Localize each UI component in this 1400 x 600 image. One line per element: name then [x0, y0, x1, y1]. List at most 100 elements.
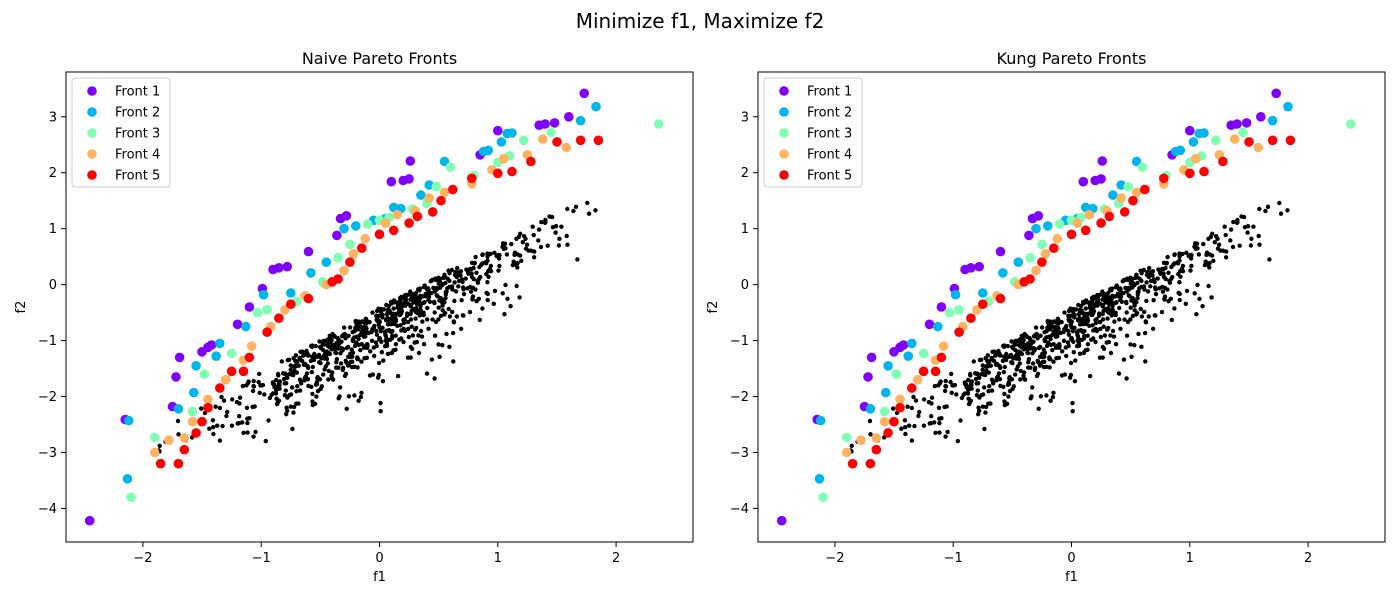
dominated-point — [501, 241, 506, 246]
dominated-point — [409, 324, 414, 329]
dominated-point — [292, 368, 297, 374]
dominated-point — [1079, 337, 1085, 342]
y-tick-label: 1 — [741, 222, 749, 237]
dominated-point — [475, 278, 480, 284]
dominated-point — [1124, 310, 1129, 315]
dominated-point — [437, 354, 442, 359]
dominated-point — [380, 379, 386, 384]
dominated-point — [282, 393, 288, 398]
dominated-point — [985, 353, 991, 358]
dominated-point — [391, 306, 396, 311]
front-1-point — [1096, 174, 1106, 184]
dominated-point — [1024, 333, 1029, 339]
dominated-point — [1051, 390, 1056, 395]
dominated-point — [1139, 314, 1145, 319]
dominated-point — [211, 431, 216, 437]
dominated-point — [984, 368, 989, 374]
dominated-point — [257, 390, 262, 395]
dominated-point — [508, 304, 513, 309]
dominated-point — [1107, 295, 1112, 300]
front-2-point — [215, 338, 225, 349]
dominated-point — [1144, 280, 1149, 285]
dominated-point — [1245, 224, 1251, 229]
dominated-point — [379, 350, 384, 355]
dominated-point — [1040, 359, 1046, 365]
dominated-point — [988, 363, 993, 368]
front-1-point — [966, 263, 976, 273]
front-5-point — [448, 184, 458, 195]
dominated-point — [1177, 280, 1182, 285]
dominated-point — [1004, 401, 1010, 406]
dominated-point — [473, 254, 478, 260]
x-tick-label: 2 — [1304, 551, 1312, 566]
dominated-point — [974, 393, 980, 398]
front-4-point — [1116, 193, 1126, 203]
dominated-point — [310, 391, 315, 397]
dominated-point — [1156, 267, 1161, 272]
dominated-point — [1047, 321, 1052, 326]
dominated-point — [1001, 369, 1006, 375]
front-5-point — [966, 313, 976, 324]
front-2-point — [865, 404, 876, 414]
dominated-point — [1132, 298, 1138, 304]
dominated-point — [1038, 394, 1044, 399]
dominated-point — [305, 364, 310, 369]
dominated-point — [217, 405, 223, 411]
dominated-point — [454, 314, 459, 319]
legend-label: Front 3 — [115, 127, 160, 142]
dominated-point — [262, 392, 267, 397]
dominated-point — [1050, 347, 1055, 353]
dominated-point — [989, 377, 995, 382]
dominated-point — [338, 361, 344, 366]
front-5-point — [526, 156, 536, 167]
dominated-point — [447, 271, 452, 276]
dominated-point — [1167, 278, 1172, 284]
dominated-point — [1128, 305, 1133, 310]
dominated-point — [359, 390, 364, 395]
dominated-point — [1074, 329, 1080, 335]
dominated-point — [340, 347, 346, 352]
dominated-point — [295, 384, 300, 389]
dominated-point — [564, 233, 569, 239]
front-1-point — [564, 112, 574, 122]
front-2-point — [1031, 223, 1041, 234]
dominated-point — [982, 426, 987, 432]
dominated-point — [413, 316, 418, 321]
dominated-point — [251, 434, 256, 439]
front-1-point — [579, 88, 589, 99]
front-5-point — [404, 218, 414, 228]
dominated-point — [977, 357, 983, 363]
dominated-point — [982, 385, 987, 390]
front-4-point — [246, 341, 257, 352]
dominated-point — [531, 255, 537, 260]
front-3-point — [1211, 135, 1221, 146]
dominated-point — [1151, 298, 1156, 303]
dominated-point — [1207, 265, 1212, 270]
front-2-point — [998, 268, 1008, 278]
dominated-point — [1162, 294, 1168, 299]
dominated-point — [1142, 330, 1148, 336]
dominated-point — [993, 353, 998, 358]
dominated-point — [438, 282, 443, 288]
dominated-point — [1028, 345, 1034, 350]
dominated-point — [409, 308, 414, 313]
dominated-point — [1080, 329, 1085, 334]
dominated-point — [515, 265, 520, 270]
dominated-point — [266, 418, 271, 423]
front-3-point — [519, 135, 529, 146]
dominated-point — [1151, 277, 1157, 282]
dominated-point — [1070, 409, 1075, 414]
dominated-point — [284, 381, 289, 386]
dominated-point — [1005, 343, 1010, 349]
dominated-point — [344, 345, 350, 351]
dominated-point — [363, 331, 368, 336]
dominated-point — [1135, 296, 1140, 301]
dominated-point — [397, 312, 402, 318]
dominated-point — [333, 350, 339, 356]
dominated-point — [414, 307, 419, 312]
dominated-point — [401, 339, 406, 345]
dominated-point — [1196, 252, 1202, 257]
dominated-point — [447, 314, 453, 319]
dominated-point — [445, 276, 450, 281]
dominated-point — [440, 308, 445, 313]
